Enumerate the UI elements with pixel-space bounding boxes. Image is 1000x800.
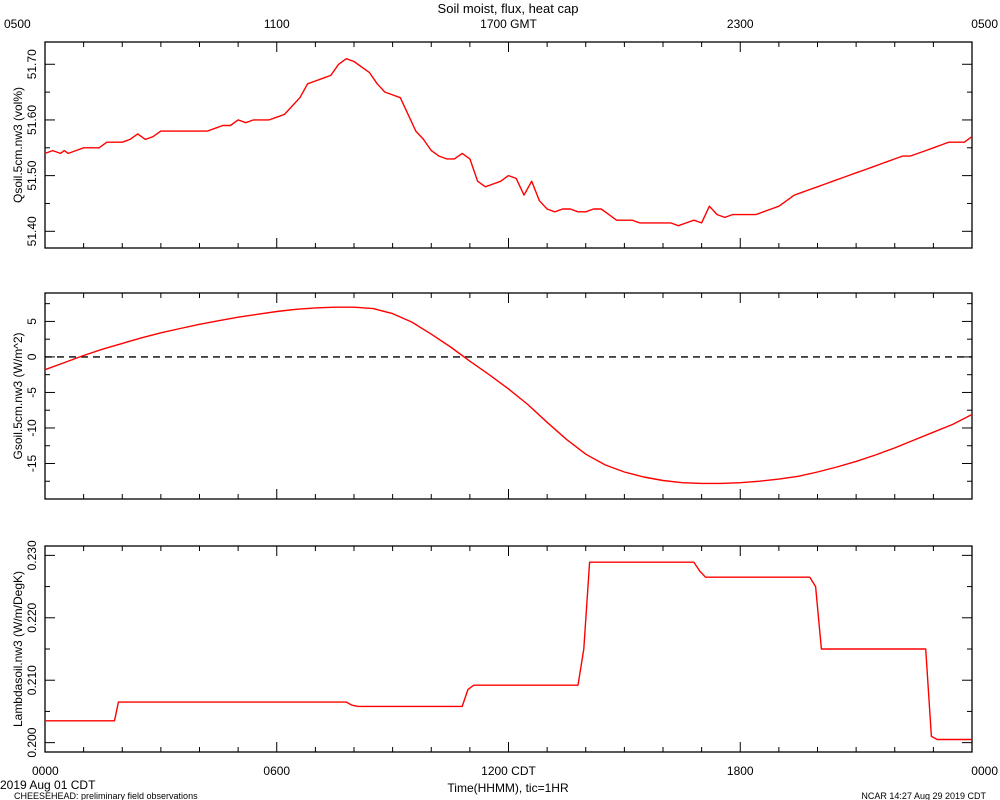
- y-tick-label: 5: [25, 318, 39, 325]
- series-line-Gsoil: [44, 306, 973, 485]
- top-tick-label: 2300: [727, 17, 754, 31]
- panel-soil-heat-flux: -15 -10 -5 0 5 Gsoil.5cm.nw3 (W/m^2): [11, 292, 973, 500]
- date-label: 2019 Aug 01 CDT: [0, 778, 96, 792]
- y-tick-label: -15: [25, 454, 39, 472]
- y-tick-label: 0: [25, 353, 39, 360]
- top-tick-label: 0500: [4, 17, 31, 31]
- y-axis-label: Qsoil.5cm.nw3 (vol%): [11, 87, 25, 203]
- y-tick-label: 51.50: [25, 160, 39, 190]
- bottom-tick-label: 1200 CDT: [481, 764, 536, 778]
- y-tick-label: -5: [25, 387, 39, 398]
- y-tick-label: -10: [25, 419, 39, 437]
- y-axis-label: Lambdasoil.nw3 (W/m/DegK): [11, 571, 25, 727]
- plot-frame: [44, 41, 973, 249]
- bottom-axis-label: Time(HHMM), tic=1HR: [447, 781, 569, 795]
- bottom-tick-label: 1800: [727, 764, 754, 778]
- bottom-axis: 0000 0600 1200 CDT 1800 0000: [32, 764, 998, 778]
- bottom-tick-label: 0600: [263, 764, 290, 778]
- top-tick-label: 1700 GMT: [480, 17, 537, 31]
- top-tick-label: 0500: [971, 17, 998, 31]
- chart-title: Soil moist, flux, heat cap: [438, 1, 579, 16]
- y-tick-label: 51.60: [25, 105, 39, 135]
- footer-right-text: NCAR 14:27 Aug 29 2019 CDT: [861, 791, 986, 800]
- y-axis-label: Gsoil.5cm.nw3 (W/m^2): [11, 333, 25, 460]
- y-tick-label: 0.230: [25, 540, 39, 570]
- series-line-Qsoil: [44, 58, 973, 227]
- y-tick-label: 51.70: [25, 49, 39, 79]
- series-line-Lambdasoil: [45, 561, 972, 741]
- top-axis: 0500 1100 1700 GMT 2300 0500: [4, 17, 998, 31]
- y-tick-label: 0.200: [25, 727, 39, 757]
- bottom-tick-label: 0000: [971, 764, 998, 778]
- y-tick-label: 51.40: [25, 216, 39, 246]
- footer-left-text: CHEESEHEAD: preliminary field observatio…: [14, 791, 198, 800]
- top-tick-label: 1100: [264, 17, 290, 31]
- y-tick-label: 0.220: [25, 602, 39, 632]
- bottom-tick-label: 0000: [32, 764, 59, 778]
- y-tick-label: 0.210: [25, 665, 39, 695]
